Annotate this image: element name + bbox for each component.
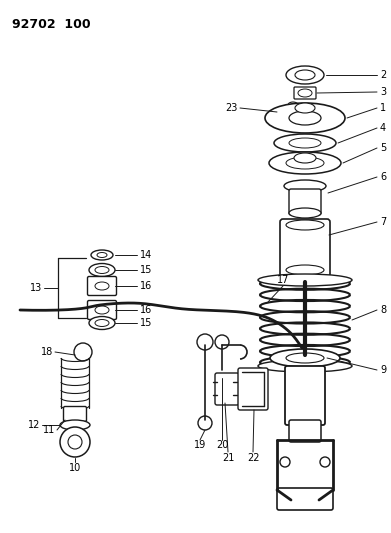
Circle shape — [280, 457, 290, 467]
Ellipse shape — [288, 102, 298, 108]
Text: 23: 23 — [226, 103, 238, 113]
Text: 6: 6 — [380, 172, 386, 182]
Ellipse shape — [286, 66, 324, 84]
Text: 16: 16 — [140, 281, 152, 291]
Circle shape — [68, 435, 82, 449]
Ellipse shape — [269, 152, 341, 174]
Circle shape — [74, 343, 92, 361]
FancyBboxPatch shape — [280, 219, 330, 277]
Ellipse shape — [270, 349, 340, 367]
Text: 9: 9 — [380, 365, 386, 375]
Ellipse shape — [258, 274, 352, 286]
Text: 10: 10 — [69, 463, 81, 473]
Text: 3: 3 — [380, 87, 386, 97]
Text: 11: 11 — [43, 425, 55, 435]
Ellipse shape — [95, 266, 109, 273]
Text: 14: 14 — [140, 250, 152, 260]
Ellipse shape — [89, 263, 115, 277]
Ellipse shape — [289, 208, 321, 218]
Ellipse shape — [286, 353, 324, 363]
Text: 7: 7 — [380, 217, 386, 227]
Circle shape — [197, 334, 213, 350]
Ellipse shape — [95, 306, 109, 314]
Text: 17: 17 — [277, 275, 289, 285]
Ellipse shape — [284, 180, 326, 192]
FancyBboxPatch shape — [88, 301, 117, 319]
Ellipse shape — [286, 265, 324, 275]
FancyBboxPatch shape — [289, 189, 321, 215]
Text: 13: 13 — [30, 283, 42, 293]
Ellipse shape — [274, 134, 336, 152]
Ellipse shape — [286, 220, 324, 230]
Text: 8: 8 — [380, 305, 386, 315]
Ellipse shape — [265, 103, 345, 133]
Circle shape — [320, 457, 330, 467]
Ellipse shape — [95, 282, 109, 290]
Text: 22: 22 — [247, 453, 259, 463]
FancyBboxPatch shape — [88, 277, 117, 295]
Ellipse shape — [295, 103, 315, 113]
Text: 20: 20 — [216, 440, 228, 450]
Ellipse shape — [91, 250, 113, 260]
FancyBboxPatch shape — [289, 420, 321, 442]
Ellipse shape — [298, 89, 312, 97]
Text: 15: 15 — [140, 265, 152, 275]
Text: 21: 21 — [222, 453, 234, 463]
Ellipse shape — [286, 157, 324, 169]
Text: 4: 4 — [380, 123, 386, 133]
FancyBboxPatch shape — [63, 407, 86, 422]
Ellipse shape — [289, 111, 321, 125]
Text: 1: 1 — [380, 103, 386, 113]
FancyBboxPatch shape — [294, 87, 316, 99]
Ellipse shape — [95, 319, 109, 327]
Text: 12: 12 — [28, 420, 40, 430]
Text: 15: 15 — [140, 318, 152, 328]
Circle shape — [215, 335, 229, 349]
Text: 92702  100: 92702 100 — [12, 18, 91, 31]
Ellipse shape — [289, 138, 321, 148]
FancyBboxPatch shape — [277, 488, 333, 510]
Text: 5: 5 — [380, 143, 386, 153]
Text: 18: 18 — [41, 347, 53, 357]
FancyBboxPatch shape — [285, 366, 325, 425]
Ellipse shape — [89, 317, 115, 329]
Bar — [242, 376, 258, 402]
Text: 2: 2 — [380, 70, 386, 80]
Text: 16: 16 — [140, 305, 152, 315]
FancyBboxPatch shape — [215, 373, 239, 405]
Text: 19: 19 — [194, 440, 206, 450]
Ellipse shape — [60, 420, 90, 430]
FancyBboxPatch shape — [238, 368, 268, 410]
Ellipse shape — [294, 153, 316, 163]
Ellipse shape — [258, 360, 352, 372]
Circle shape — [60, 427, 90, 457]
Ellipse shape — [295, 70, 315, 80]
Ellipse shape — [97, 253, 107, 257]
Circle shape — [198, 416, 212, 430]
